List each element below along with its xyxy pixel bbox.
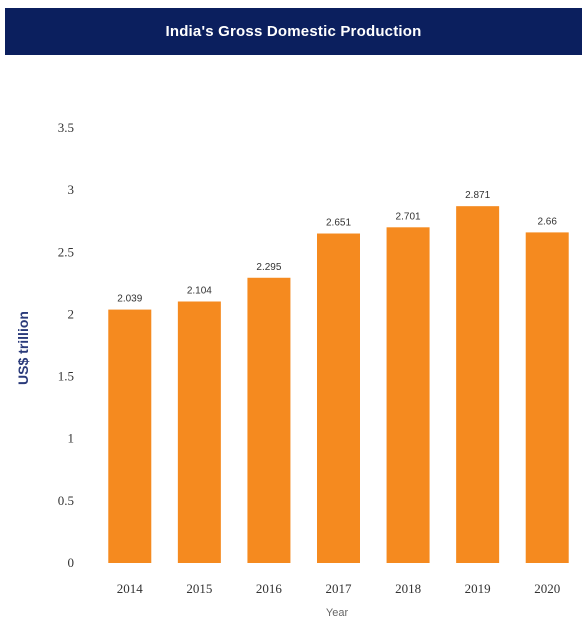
y-axis-label: US$ trillion (15, 311, 31, 385)
data-labels: 2.039 2.104 2.295 2.651 2.701 2.871 2.66 (117, 190, 557, 304)
y-tick-label: 3.5 (58, 120, 74, 135)
data-label-2016: 2.295 (256, 262, 281, 273)
x-tick-label-2017: 2017 (326, 581, 353, 596)
x-tick-label-2014: 2014 (117, 581, 144, 596)
bar-2016 (247, 277, 291, 563)
y-axis-ticks: 0 0.5 1 1.5 2 2.5 3 3.5 (58, 120, 74, 570)
data-label-2019: 2.871 (465, 190, 490, 201)
y-tick-label: 0.5 (58, 493, 74, 508)
data-label-2017: 2.651 (326, 218, 351, 229)
data-label-2020: 2.66 (537, 216, 557, 227)
x-axis-label: Year (326, 607, 349, 619)
y-tick-label: 1.5 (58, 369, 74, 384)
y-tick-label: 3 (68, 182, 75, 197)
bar-2018 (386, 227, 430, 563)
bar-2019 (456, 206, 500, 563)
x-tick-label-2018: 2018 (395, 581, 421, 596)
bar-2015 (177, 301, 221, 563)
data-label-2015: 2.104 (187, 286, 212, 297)
bar-2020 (525, 232, 569, 563)
bars (108, 206, 569, 564)
y-tick-label: 2.5 (58, 244, 74, 259)
x-tick-label-2015: 2015 (186, 581, 212, 596)
x-axis-ticks: 2014 2015 2016 2017 2018 2019 2020 (117, 581, 560, 596)
chart-title: India's Gross Domestic Production (165, 23, 422, 40)
x-tick-label-2016: 2016 (256, 581, 283, 596)
y-tick-label: 0 (68, 555, 75, 570)
x-tick-label-2020: 2020 (534, 581, 560, 596)
data-label-2014: 2.039 (117, 294, 142, 305)
data-label-2018: 2.701 (396, 211, 421, 222)
chart-title-banner: India's Gross Domestic Production (5, 8, 582, 55)
x-tick-label-2019: 2019 (465, 581, 491, 596)
y-tick-label: 2 (68, 306, 75, 321)
bar-2014 (108, 309, 152, 563)
bar-2017 (317, 233, 360, 564)
y-tick-label: 1 (68, 431, 75, 446)
